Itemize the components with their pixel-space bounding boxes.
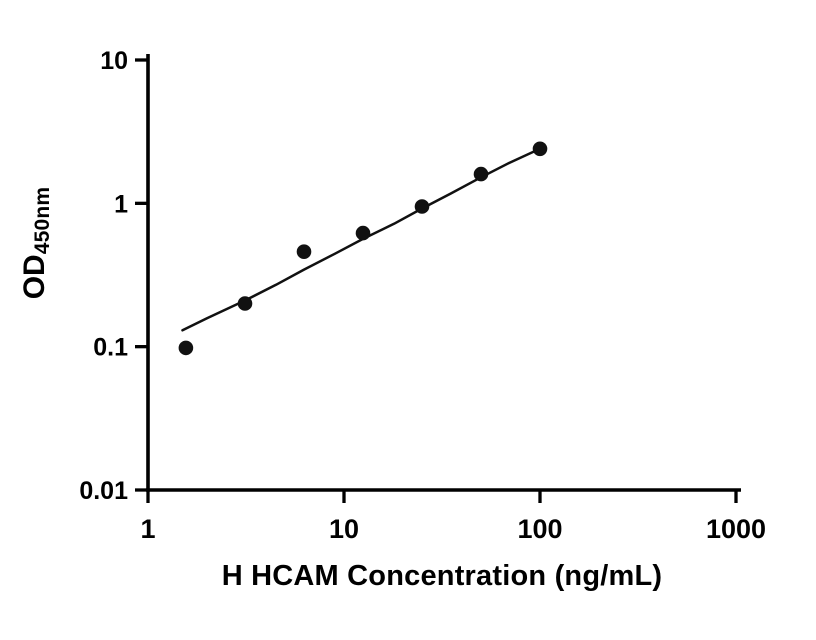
x-tick-label: 100 bbox=[517, 514, 562, 544]
x-tick-label: 10 bbox=[329, 514, 359, 544]
y-tick-label: 0.01 bbox=[79, 477, 128, 505]
data-point bbox=[473, 166, 489, 182]
x-tick-label: 1 bbox=[140, 514, 155, 544]
x-axis-title: H HCAM Concentration (ng/mL) bbox=[221, 560, 663, 592]
y-axis-title-sub: 450nm bbox=[31, 186, 54, 255]
data-point bbox=[178, 340, 194, 356]
data-point bbox=[355, 225, 371, 241]
y-tick-label: 1 bbox=[114, 190, 128, 218]
data-point bbox=[532, 141, 548, 157]
data-point bbox=[237, 296, 253, 311]
data-point bbox=[296, 244, 312, 259]
x-tick-label: 1000 bbox=[706, 514, 766, 544]
y-axis-title: OD450nm bbox=[18, 123, 62, 363]
data-point bbox=[414, 199, 430, 214]
y-tick-label: 0.1 bbox=[93, 334, 128, 362]
y-axis-title-main: OD bbox=[18, 254, 51, 300]
y-tick-label: 10 bbox=[100, 47, 128, 75]
